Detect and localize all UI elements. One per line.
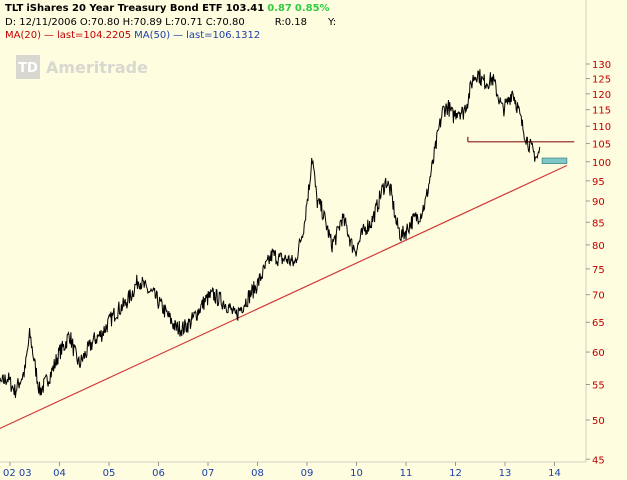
- ma50-last: last=106.1312: [186, 30, 261, 41]
- ma20-last: last=104.2205: [57, 30, 132, 41]
- y-tick-label: 85: [592, 218, 605, 229]
- ma20-label: MA(20): [5, 30, 41, 41]
- ohlc-line: D: 12/11/2006 O:70.80 H:70.89 L:70.71 C:70.8…: [5, 17, 339, 28]
- target-zone-box: [541, 157, 568, 165]
- x-tick-label: 05: [103, 468, 116, 479]
- ma50-label: MA(50): [134, 30, 171, 41]
- watermark-text: Ameritrade: [46, 58, 148, 77]
- x-tick-label: 11: [400, 468, 413, 479]
- ameritrade-watermark: TD Ameritrade: [16, 55, 148, 79]
- y-tick-label: 90: [592, 197, 605, 208]
- y-tick-label: 105: [592, 140, 611, 151]
- price-change-percent: 0.85%: [294, 3, 330, 14]
- x-tick-label: 13: [499, 468, 512, 479]
- date-readout: D: 12/11/2006: [5, 17, 77, 28]
- y-tick-label: 130: [592, 60, 611, 71]
- x-tick-label: 02 03: [3, 468, 32, 479]
- y-tick-label: 50: [592, 416, 605, 427]
- price-change: 0.87: [267, 3, 292, 14]
- y-tick-label: 45: [592, 455, 605, 466]
- r-readout: R:0.18: [274, 17, 307, 28]
- y-tick-label: 65: [592, 318, 605, 329]
- x-tick-label: 12: [449, 468, 462, 479]
- y-tick-label: 55: [592, 380, 605, 391]
- x-tick-label: 09: [301, 468, 314, 479]
- x-tick-label: 04: [53, 468, 66, 479]
- y-tick-label: 75: [592, 265, 605, 276]
- security-name: iShares 20 Year Treasury Bond ETF: [26, 3, 223, 14]
- price-series-line: [0, 69, 541, 398]
- close-readout: C:70.80: [205, 17, 245, 28]
- symbol: TLT: [5, 3, 24, 14]
- uptrend-line: [0, 164, 568, 430]
- last-price: 103.41: [225, 3, 265, 14]
- x-tick-label: 14: [548, 468, 561, 479]
- high-readout: H:70.89: [122, 17, 163, 28]
- x-tick-label: 06: [152, 468, 165, 479]
- ma50-swatch: —: [173, 30, 184, 41]
- ma20-swatch: —: [44, 30, 54, 41]
- y-tick-label: 60: [592, 348, 605, 359]
- y-tick-label: 100: [592, 158, 611, 169]
- x-tick-label: 10: [350, 468, 363, 479]
- low-readout: L:70.71: [165, 17, 203, 28]
- y-tick-label: 80: [592, 241, 605, 252]
- td-logo-box: [16, 55, 40, 79]
- open-readout: O:70.80: [79, 17, 120, 28]
- x-tick-label: 07: [202, 468, 215, 479]
- y-tick-label: 95: [592, 177, 605, 188]
- title-line: TLT iShares 20 Year Treasury Bond ETF 103.…: [5, 3, 333, 14]
- x-tick-label: 08: [251, 468, 264, 479]
- y-tick-label: 120: [592, 90, 611, 101]
- y-readout: Y:: [327, 17, 337, 28]
- y-tick-label: 110: [592, 122, 611, 133]
- y-tick-label: 70: [592, 291, 605, 302]
- y-tick-label: 125: [592, 75, 611, 86]
- y-tick-label: 115: [592, 106, 611, 117]
- ma-line: MA(20) — last=104.2205 MA(50) — last=106.1312: [5, 30, 263, 41]
- td-logo-text: TD: [18, 61, 38, 76]
